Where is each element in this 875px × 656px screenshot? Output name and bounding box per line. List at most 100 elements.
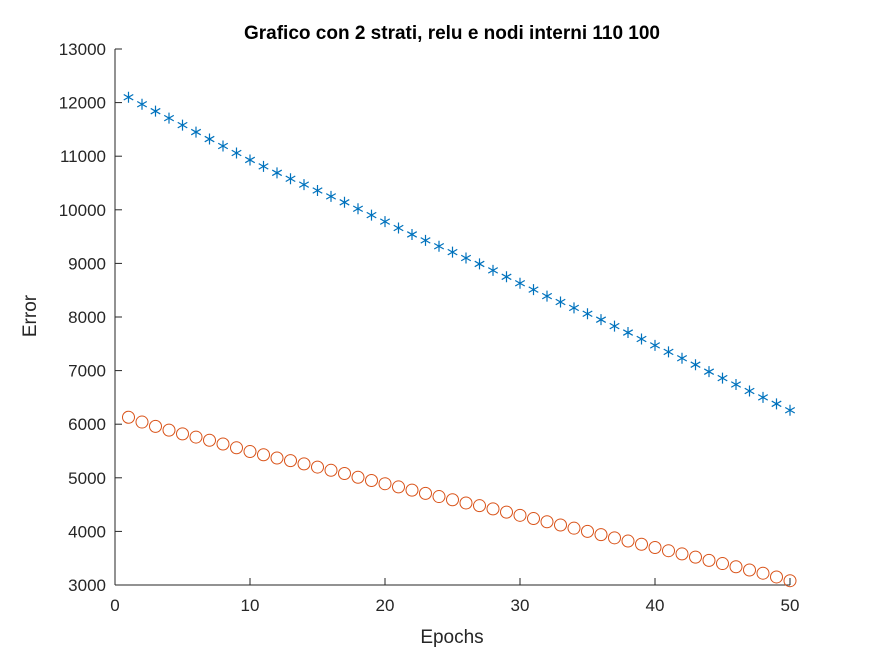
data-point [177,119,188,131]
data-point [339,196,350,208]
data-point [270,451,284,465]
data-point [771,398,782,410]
y-axis-title: Error [20,294,41,337]
y-tick-label: 6000 [68,415,106,434]
y-tick-label: 12000 [59,94,106,113]
data-point [675,547,689,561]
data-point [581,524,594,538]
data-point [716,557,729,571]
data-point [149,419,162,433]
data-point [487,264,499,276]
data-point [325,190,337,202]
data-point [770,570,783,584]
data-point [567,521,581,535]
data-point [594,528,608,542]
data-point [446,493,459,507]
data-point [609,320,620,332]
data-point [636,333,647,345]
data-point [231,147,242,159]
y-tick-label: 3000 [68,576,106,595]
data-point [136,98,148,110]
data-point [122,410,135,424]
data-point [703,366,715,378]
data-point [743,563,756,577]
x-tick-label: 20 [376,596,395,615]
data-point [554,518,567,532]
data-series [122,91,797,588]
data-point [608,531,621,545]
data-point [365,473,378,487]
x-axis-title: Epochs [420,627,483,648]
data-point [244,154,256,166]
data-point [621,534,635,548]
x-tick-label: 10 [241,596,260,615]
data-point [406,228,418,240]
data-point [541,290,553,302]
data-point [338,467,351,481]
data-point [474,258,485,270]
data-point [663,346,674,358]
y-tick-label: 13000 [59,40,106,59]
data-point [393,222,404,234]
data-point [176,427,189,441]
y-tick-label: 5000 [68,469,106,488]
data-point [190,126,202,138]
data-point [204,133,215,145]
x-tick-label: 0 [110,596,119,615]
data-point [379,216,391,228]
data-point [135,415,149,429]
data-point [555,296,566,308]
data-point [433,240,445,252]
data-point [297,457,311,471]
data-point [230,441,243,455]
data-point [366,209,377,221]
data-point [285,173,296,185]
data-point [258,160,269,172]
data-point [312,185,323,197]
data-point [405,483,419,497]
data-point [432,490,446,504]
data-point [352,203,364,215]
data-point [460,252,472,264]
y-tick-label: 8000 [68,308,106,327]
y-tick-label: 9000 [68,254,106,273]
x-tick-label: 40 [646,596,665,615]
data-point [217,140,229,152]
y-tick-label: 7000 [68,362,106,381]
series-1 [123,91,796,416]
x-tick-label: 50 [781,596,800,615]
data-point [123,91,134,103]
data-point [784,404,796,416]
data-point [648,540,662,554]
data-point [163,112,175,124]
data-point [257,448,270,462]
data-point [486,502,500,516]
data-point [744,385,755,397]
x-tick-label: 30 [511,596,530,615]
data-point [689,550,702,564]
data-point [447,246,458,258]
data-point [392,480,405,494]
data-point [284,454,297,468]
data-point [717,372,728,384]
data-point [730,379,742,391]
data-point [203,433,216,447]
y-tick-label: 10000 [59,201,106,220]
data-point [582,308,593,320]
data-point [351,470,365,484]
y-tick-label: 11000 [60,147,106,166]
data-point [216,437,230,451]
data-point [420,234,431,246]
data-point [378,477,392,491]
chart-title: Grafico con 2 strati, relu e nodi intern… [244,23,660,44]
data-point [419,486,432,500]
data-point [662,544,675,558]
series-2 [122,410,797,588]
data-point [690,359,701,371]
data-point [528,284,539,296]
data-point [311,460,324,474]
tick-labels: 0 10 20 30 40 50 3000 4000 5000 6000 7000 8000 9000 1… [59,40,800,615]
data-point [540,515,554,529]
data-point [757,391,769,403]
